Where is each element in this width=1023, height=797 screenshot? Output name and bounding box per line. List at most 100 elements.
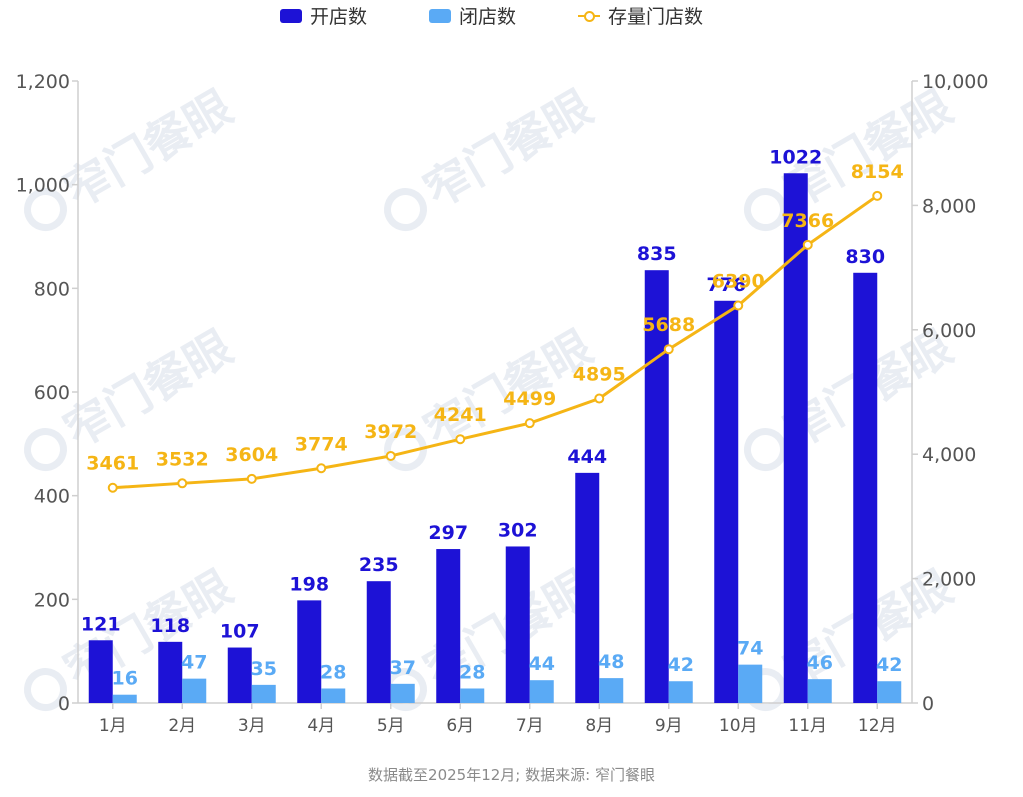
stock-point: [246, 473, 257, 484]
data-label-stock: 3972: [364, 421, 417, 443]
x-tick-label: 9月: [655, 716, 683, 736]
x-tick-label: 6月: [446, 716, 474, 736]
stock-point: [802, 239, 813, 250]
data-label-open: 235: [359, 554, 399, 576]
left-tick-label: 800: [34, 278, 70, 300]
watermark: 窄门餐眼: [23, 80, 241, 232]
watermark-text: 窄门餐眼: [55, 80, 241, 219]
data-label-open: 297: [428, 522, 468, 544]
bar-close: [112, 694, 137, 703]
left-tick-label: 400: [34, 486, 70, 508]
data-label-open: 444: [567, 446, 607, 468]
data-label-stock: 3604: [225, 444, 278, 466]
open-bars: [88, 173, 878, 704]
watermark: 窄门餐眼: [383, 80, 601, 232]
watermark-logo-icon: [743, 428, 787, 472]
bar-close: [460, 688, 485, 703]
bar-open: [505, 546, 530, 703]
x-tick-label: 11月: [788, 716, 827, 736]
right-tick-label: 2,000: [922, 569, 976, 591]
stock-point: [872, 190, 883, 201]
left-tick-label: 0: [58, 693, 70, 715]
bar-open: [158, 641, 183, 703]
data-label-close: 35: [251, 658, 277, 680]
data-label-stock: 3774: [295, 433, 348, 455]
bar-open: [366, 581, 391, 703]
close-bars: [112, 664, 902, 703]
data-label-open: 830: [845, 246, 885, 268]
bar-close: [599, 678, 624, 703]
data-label-close: 28: [320, 661, 346, 683]
data-label-close: 47: [181, 652, 207, 674]
right-tick-label: 6,000: [922, 320, 976, 342]
right-tick-label: 10,000: [922, 71, 988, 93]
bar-open: [575, 472, 600, 703]
bar-open: [227, 647, 252, 703]
bar-open: [436, 549, 461, 703]
stock-point: [316, 463, 327, 474]
x-tick-label: 2月: [168, 716, 196, 736]
data-label-close: 48: [598, 651, 624, 673]
data-label-stock: 3532: [156, 448, 209, 470]
bar-close: [182, 678, 207, 703]
x-tick-label: 5月: [377, 716, 405, 736]
legend-label-close: 闭店数: [459, 6, 517, 28]
data-label-open: 1022: [769, 146, 822, 168]
bar-close: [807, 679, 832, 703]
data-label-open: 302: [498, 519, 538, 541]
x-tick-label: 7月: [516, 716, 544, 736]
bar-close: [738, 664, 763, 703]
left-tick-label: 1,000: [16, 175, 70, 197]
data-label-open: 107: [220, 621, 260, 643]
legend-swatch-close: [429, 8, 451, 23]
legend-swatch-open: [280, 8, 302, 23]
data-label-stock: 4241: [434, 404, 487, 426]
watermark-logo-icon: [23, 668, 67, 712]
watermark-logo-icon: [743, 188, 787, 232]
stock-point: [733, 300, 744, 311]
watermark-text: 窄门餐眼: [55, 320, 241, 459]
x-tick-label: 10月: [719, 716, 758, 736]
watermark-logo-icon: [383, 188, 427, 232]
stock-point: [107, 482, 118, 493]
legend-line-marker-icon: [578, 9, 600, 23]
right-tick-label: 8,000: [922, 195, 976, 217]
stock-point: [455, 434, 466, 445]
data-label-close: 46: [807, 652, 833, 674]
bar-close: [390, 683, 415, 703]
x-tick-label: 12月: [858, 716, 897, 736]
footer-note: 数据截至2025年12月; 数据来源: 窄门餐眼: [368, 766, 655, 784]
legend-label-stock: 存量门店数: [608, 6, 704, 28]
right-tick-label: 0: [922, 693, 934, 715]
data-label-close: 37: [390, 657, 416, 679]
stock-line-path: [112, 194, 879, 490]
stock-point: [663, 344, 674, 355]
data-label-close: 44: [529, 653, 555, 675]
data-label-close: 74: [737, 638, 763, 660]
data-label-open: 835: [637, 243, 677, 265]
data-label-close: 28: [459, 661, 485, 683]
left-tick-label: 200: [34, 589, 70, 611]
data-label-open: 121: [81, 613, 121, 635]
data-label-open: 118: [150, 615, 190, 637]
stock-point: [385, 450, 396, 461]
stock-point: [594, 393, 605, 404]
bar-open: [714, 300, 739, 703]
x-tick-label: 3月: [238, 716, 266, 736]
x-tick-label: 8月: [585, 716, 613, 736]
legend-item-open[interactable]: 开店数: [280, 2, 367, 29]
x-tick-label: 4月: [307, 716, 335, 736]
legend-item-stock[interactable]: 存量门店数: [578, 2, 703, 29]
bar-open: [853, 272, 878, 703]
data-label-stock: 4499: [503, 388, 556, 410]
legend: 开店数 闭店数 存量门店数: [0, 0, 1023, 30]
data-label-stock: 7366: [781, 210, 834, 232]
legend-item-close[interactable]: 闭店数: [429, 2, 516, 29]
watermark-text: 窄门餐眼: [415, 80, 601, 219]
x-tick-label: 1月: [99, 716, 127, 736]
stock-point: [524, 418, 535, 429]
bar-close: [668, 681, 693, 703]
data-label-stock: 6390: [712, 271, 765, 293]
